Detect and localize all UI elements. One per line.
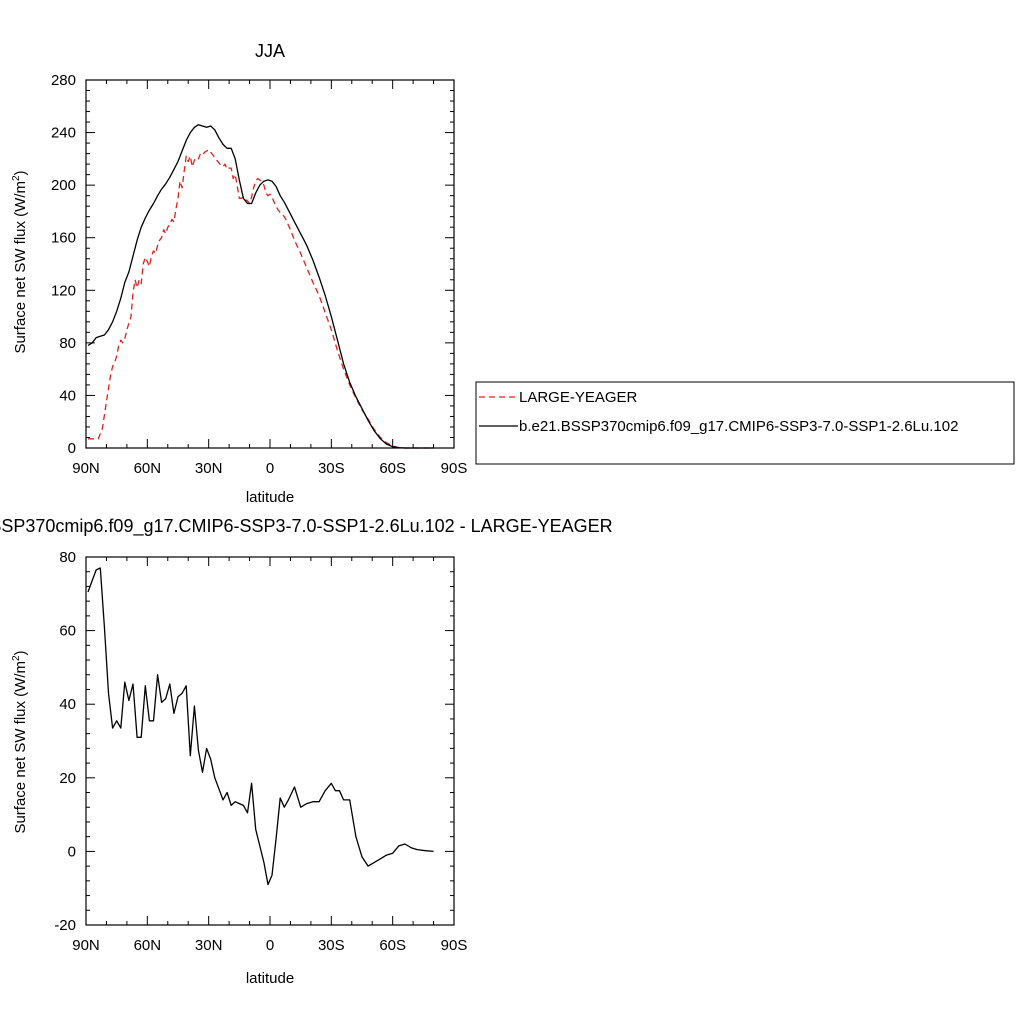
top-plot-frame — [85, 79, 455, 449]
top-x-tick-label: 60N — [134, 460, 162, 477]
top-x-tick-label: 30N — [195, 460, 223, 477]
bottom-x-tick-label: 90N — [72, 937, 100, 954]
bottom-y-tick-label: 0 — [68, 843, 76, 860]
top-y-tick-label: 280 — [51, 72, 76, 89]
bottom-series-line-difference — [87, 567, 434, 886]
bottom-y-tick-label: 80 — [59, 549, 76, 566]
top-x-tick-label: 90N — [72, 460, 100, 477]
legend-label-large-yeager: LARGE-YEAGER — [519, 389, 638, 406]
bottom-x-tick-label: 60S — [379, 937, 406, 954]
bottom-y-axis-label: Surface net SW flux (W/m2) — [11, 650, 29, 833]
top-y-tick-label: 160 — [51, 230, 76, 247]
top-x-tick-label: 30S — [318, 460, 345, 477]
top-y-tick-label: 0 — [68, 440, 76, 457]
top-y-axis-label-main: Surface net SW flux (W/m — [12, 181, 29, 354]
top-y-axis-label-end: ) — [12, 170, 29, 175]
top-y-axis-label-sup: 2 — [11, 175, 22, 181]
bottom-x-tick-label: 90S — [441, 937, 468, 954]
top-x-tick-label: 90S — [441, 460, 468, 477]
bottom-x-tick-label: 30N — [195, 937, 223, 954]
top-x-axis-label: latitude — [246, 489, 294, 506]
top-y-tick-label: 200 — [51, 177, 76, 194]
legend: LARGE-YEAGER b.e21.BSSP370cmip6.f09_g17.… — [475, 381, 1015, 465]
top-y-tick-label: 40 — [59, 387, 76, 404]
bottom-panel: b.e21.BSSP370cmip6.f09_g17.CMIP6-SSP3-7.… — [0, 516, 613, 987]
top-x-tick-label: 60S — [379, 460, 406, 477]
top-panel: JJA latitude Surface net SW flux (W/m2) … — [11, 41, 467, 506]
bottom-y-tick-label: 60 — [59, 623, 76, 640]
top-axis-ticks: 90N 60N 30N 0 30S 60S 90S 0 40 80 120 160 200 240 280 — [51, 72, 467, 477]
bottom-x-axis-label: latitude — [246, 970, 294, 987]
bottom-y-axis-label-sup: 2 — [11, 655, 22, 661]
top-y-tick-label: 240 — [51, 125, 76, 142]
top-series-line-b-e21-bssp370cmip6-f09-g — [87, 124, 434, 449]
top-y-tick-label: 120 — [51, 282, 76, 299]
bottom-x-tick-label: 0 — [266, 937, 274, 954]
bottom-series-lines — [87, 567, 434, 886]
bottom-plot-frame — [85, 556, 455, 926]
legend-label-bssp370: b.e21.BSSP370cmip6.f09_g17.CMIP6-SSP3-7.… — [519, 418, 958, 435]
top-series-line-large-yeager — [88, 149, 434, 449]
bottom-x-tick-label: 30S — [318, 937, 345, 954]
legend-box — [475, 381, 1015, 465]
bottom-y-axis-label-main: Surface net SW flux (W/m — [12, 661, 29, 834]
top-y-axis-label: Surface net SW flux (W/m2) — [11, 170, 29, 353]
bottom-chart-title: b.e21.BSSP370cmip6.f09_g17.CMIP6-SSP3-7.… — [0, 516, 613, 537]
bottom-y-axis-label-end: ) — [12, 650, 29, 655]
top-series-lines — [87, 124, 434, 449]
bottom-x-tick-label: 60N — [134, 937, 162, 954]
bottom-y-tick-label: -20 — [54, 917, 76, 934]
bottom-axis-ticks: 90N 60N 30N 0 30S 60S 90S -20 0 20 40 60 80 — [54, 549, 467, 954]
top-y-tick-label: 80 — [59, 335, 76, 352]
bottom-y-tick-label: 40 — [59, 696, 76, 713]
bottom-y-tick-label: 20 — [59, 770, 76, 787]
top-x-tick-label: 0 — [266, 460, 274, 477]
top-chart-title: JJA — [255, 41, 285, 61]
